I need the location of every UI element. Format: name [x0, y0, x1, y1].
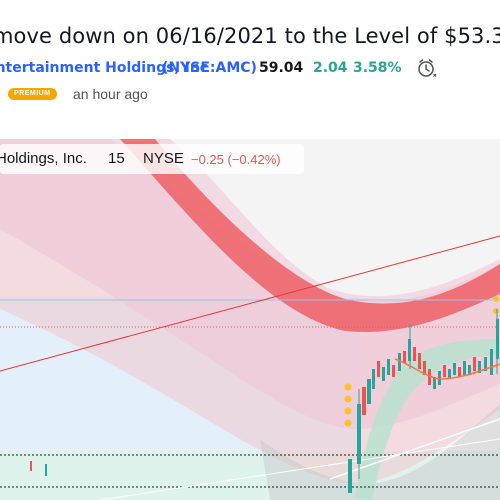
candle [443, 365, 446, 377]
candle [382, 367, 385, 381]
post-timestamp: an hour ago [73, 86, 148, 102]
candle [387, 359, 390, 375]
candle [428, 369, 431, 385]
legend-symbol-name[interactable]: Holdings, Inc. [0, 150, 87, 167]
trend-line-white [329, 418, 500, 480]
candle [458, 367, 461, 377]
candle [398, 353, 401, 371]
chart-canvas[interactable] [0, 139, 500, 500]
candle [478, 361, 481, 373]
trend-line-red [0, 235, 500, 372]
signal-dot [344, 383, 352, 391]
alarm-clock-icon[interactable] [416, 58, 438, 80]
idea-title: move down on 06/16/2021 to the Level of … [0, 18, 500, 58]
ticker-link[interactable]: (NYSE:AMC) [162, 60, 257, 76]
gray-lower-arc [260, 404, 500, 500]
candle [433, 377, 436, 389]
candle [468, 365, 471, 375]
trend-line-white-2 [99, 438, 500, 500]
candle [372, 369, 375, 389]
candle [484, 357, 487, 371]
candle [403, 351, 406, 363]
signal-dot [493, 308, 499, 314]
legend-change: −0.25 (−0.42%) [191, 152, 281, 167]
candle [423, 361, 426, 375]
price-change: 2.04 [313, 60, 348, 76]
signal-dot [344, 395, 352, 403]
candle [413, 347, 416, 361]
orange-ema [394, 358, 500, 380]
candle [473, 357, 476, 371]
candle [367, 379, 371, 404]
candle [348, 459, 352, 493]
chart-area[interactable] [0, 139, 500, 500]
candle [418, 353, 421, 369]
chart-legend: Holdings, Inc. 15 NYSE −0.25 (−0.42%) [0, 144, 304, 174]
candle [448, 369, 451, 379]
candle [490, 349, 493, 375]
red-band [0, 139, 500, 332]
price-change-percent: 3.58% [353, 60, 402, 76]
symbol-bar: Entertainment Holdings, Inc (NYSE:AMC) 5… [0, 56, 500, 80]
candle [45, 464, 47, 476]
candle [392, 365, 395, 377]
candle [438, 371, 441, 385]
signal-dot [344, 419, 352, 427]
signal-dot [344, 407, 352, 415]
legend-exchange: NYSE [143, 150, 184, 167]
inner-envelope [0, 139, 500, 429]
last-price: 59.04 [259, 60, 304, 76]
legend-interval[interactable]: 15 [108, 150, 125, 167]
candle [463, 361, 466, 375]
company-link[interactable]: Entertainment Holdings, Inc [0, 60, 209, 76]
candle [453, 363, 456, 375]
candle [30, 461, 32, 471]
premium-badge: PREMIUM [8, 88, 57, 100]
idea-title-text: move down on 06/16/2021 to the Level of … [0, 24, 500, 48]
candle [377, 361, 380, 377]
green-fan [355, 339, 500, 500]
candle [362, 387, 366, 415]
signal-dot [493, 296, 499, 302]
